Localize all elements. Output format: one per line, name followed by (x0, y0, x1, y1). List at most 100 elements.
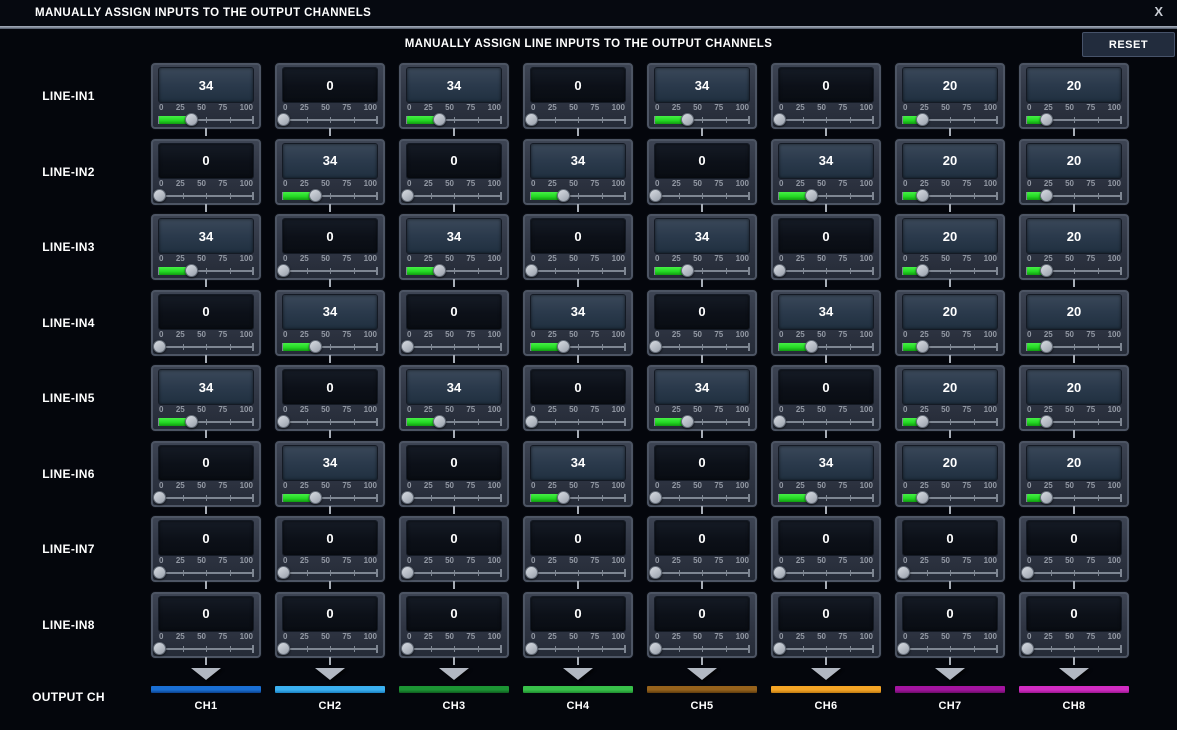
volume-slider[interactable] (778, 490, 874, 505)
slider-thumb[interactable] (525, 264, 538, 277)
slider-thumb[interactable] (915, 264, 929, 277)
output-channel[interactable]: CH3 (399, 667, 509, 712)
slider-thumb[interactable] (773, 264, 786, 277)
slider-thumb[interactable] (525, 415, 538, 428)
volume-slider[interactable] (277, 641, 378, 656)
volume-slider[interactable] (1026, 339, 1122, 354)
volume-slider[interactable] (282, 188, 378, 203)
volume-slider[interactable] (525, 264, 626, 278)
volume-slider[interactable] (654, 415, 750, 429)
volume-slider[interactable] (654, 264, 750, 278)
slider-thumb[interactable] (432, 113, 446, 126)
volume-slider[interactable] (902, 490, 998, 505)
volume-slider[interactable] (158, 415, 254, 429)
output-channel[interactable]: CH1 (151, 667, 261, 712)
volume-slider[interactable] (649, 641, 750, 656)
slider-thumb[interactable] (649, 641, 662, 655)
slider-thumb[interactable] (804, 188, 818, 202)
slider-thumb[interactable] (277, 264, 290, 277)
slider-thumb[interactable] (897, 566, 910, 579)
slider-thumb[interactable] (184, 264, 198, 277)
slider-thumb[interactable] (153, 641, 166, 655)
volume-slider[interactable] (401, 490, 502, 505)
slider-thumb[interactable] (277, 641, 290, 655)
slider-thumb[interactable] (1021, 566, 1034, 579)
reset-button[interactable]: RESET (1082, 32, 1175, 57)
slider-thumb[interactable] (184, 415, 198, 428)
slider-thumb[interactable] (1039, 188, 1053, 202)
slider-thumb[interactable] (184, 113, 198, 126)
slider-thumb[interactable] (804, 339, 818, 353)
slider-thumb[interactable] (277, 415, 290, 428)
slider-thumb[interactable] (153, 339, 166, 353)
slider-thumb[interactable] (401, 490, 414, 504)
volume-slider[interactable] (773, 415, 874, 429)
slider-thumb[interactable] (432, 264, 446, 277)
slider-thumb[interactable] (773, 415, 786, 428)
volume-slider[interactable] (277, 566, 378, 580)
volume-slider[interactable] (649, 339, 750, 354)
output-channel[interactable]: CH8 (1019, 667, 1129, 712)
slider-thumb[interactable] (153, 566, 166, 579)
volume-slider[interactable] (158, 264, 254, 278)
slider-thumb[interactable] (1039, 490, 1053, 504)
volume-slider[interactable] (530, 490, 626, 505)
slider-thumb[interactable] (308, 339, 322, 353)
volume-slider[interactable] (530, 339, 626, 354)
volume-slider[interactable] (525, 566, 626, 580)
slider-thumb[interactable] (915, 113, 929, 126)
slider-thumb[interactable] (915, 188, 929, 202)
volume-slider[interactable] (897, 566, 998, 580)
slider-thumb[interactable] (1039, 264, 1053, 277)
slider-thumb[interactable] (915, 415, 929, 428)
slider-thumb[interactable] (277, 113, 290, 126)
slider-thumb[interactable] (432, 415, 446, 428)
slider-thumb[interactable] (308, 188, 322, 202)
slider-thumb[interactable] (277, 566, 290, 579)
volume-slider[interactable] (649, 566, 750, 580)
volume-slider[interactable] (1021, 641, 1122, 656)
volume-slider[interactable] (1026, 264, 1122, 278)
volume-slider[interactable] (277, 113, 378, 127)
volume-slider[interactable] (1026, 490, 1122, 505)
slider-thumb[interactable] (680, 264, 694, 277)
volume-slider[interactable] (525, 415, 626, 429)
slider-thumb[interactable] (556, 490, 570, 504)
volume-slider[interactable] (1026, 113, 1122, 127)
slider-thumb[interactable] (649, 566, 662, 579)
volume-slider[interactable] (1021, 566, 1122, 580)
volume-slider[interactable] (282, 490, 378, 505)
output-channel[interactable]: CH4 (523, 667, 633, 712)
volume-slider[interactable] (902, 415, 998, 429)
slider-thumb[interactable] (525, 113, 538, 126)
volume-slider[interactable] (902, 339, 998, 354)
volume-slider[interactable] (654, 113, 750, 127)
volume-slider[interactable] (153, 641, 254, 656)
volume-slider[interactable] (649, 188, 750, 203)
slider-thumb[interactable] (773, 566, 786, 579)
output-channel[interactable]: CH2 (275, 667, 385, 712)
volume-slider[interactable] (282, 339, 378, 354)
slider-thumb[interactable] (1039, 339, 1053, 353)
volume-slider[interactable] (778, 339, 874, 354)
slider-thumb[interactable] (649, 490, 662, 504)
volume-slider[interactable] (525, 113, 626, 127)
close-icon[interactable]: X (1154, 4, 1163, 19)
volume-slider[interactable] (902, 188, 998, 203)
volume-slider[interactable] (277, 415, 378, 429)
output-channel[interactable]: CH6 (771, 667, 881, 712)
slider-thumb[interactable] (680, 113, 694, 126)
volume-slider[interactable] (401, 566, 502, 580)
slider-thumb[interactable] (153, 490, 166, 504)
slider-thumb[interactable] (897, 641, 910, 655)
volume-slider[interactable] (401, 641, 502, 656)
slider-thumb[interactable] (525, 641, 538, 655)
slider-thumb[interactable] (1021, 641, 1034, 655)
volume-slider[interactable] (153, 566, 254, 580)
volume-slider[interactable] (773, 264, 874, 278)
volume-slider[interactable] (1026, 188, 1122, 203)
volume-slider[interactable] (902, 264, 998, 278)
slider-thumb[interactable] (556, 188, 570, 202)
volume-slider[interactable] (401, 339, 502, 354)
slider-thumb[interactable] (649, 339, 662, 353)
